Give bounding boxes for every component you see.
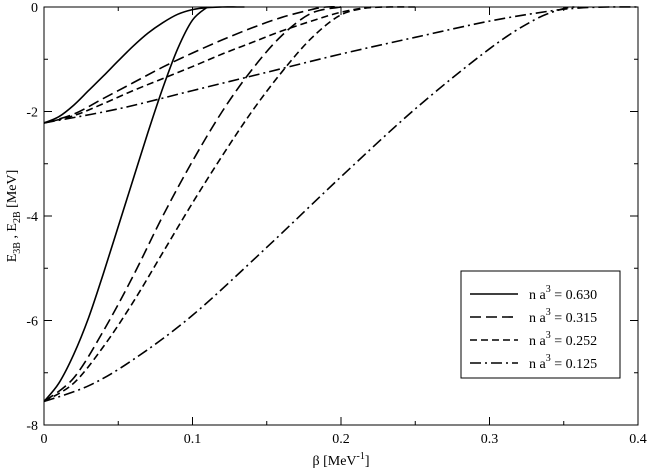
series-line-7 <box>43 6 639 124</box>
x-tick-label: 0 <box>41 432 48 447</box>
y-tick-label: -4 <box>26 210 38 225</box>
x-tick-label: 0.4 <box>629 432 647 447</box>
legend-label: n a3 = 0.630 <box>529 284 597 303</box>
legend-label: n a3 = 0.125 <box>529 353 597 372</box>
legend: n a3 = 0.630 n a3 = 0.315 n a3 = 0.252 n a3… <box>460 270 621 379</box>
series-line-6 <box>43 6 371 403</box>
y-tick-label: -2 <box>26 106 38 121</box>
series-lines <box>43 6 639 403</box>
series-line-5 <box>43 6 416 124</box>
y-tick-label: -8 <box>26 419 38 434</box>
x-axis-ticks: 0 0.1 0.2 0.3 0.4 <box>41 7 647 447</box>
x-axis-label: β [MeV-1] <box>312 451 369 469</box>
series-line-3 <box>43 6 342 124</box>
legend-label: n a3 = 0.252 <box>529 330 597 349</box>
legend-box <box>460 270 621 379</box>
y-tick-label: -6 <box>26 315 38 330</box>
y-axis-ticks: 0 -2 -4 -6 -8 <box>26 1 638 434</box>
series-line-2 <box>43 6 208 403</box>
series-line-1 <box>43 6 245 124</box>
y-axis-label: E3B , E2B [MeV] <box>5 170 23 263</box>
x-tick-label: 0.3 <box>481 432 499 447</box>
x-tick-label: 0.2 <box>332 432 350 447</box>
series-line-4 <box>43 6 342 403</box>
x-tick-label: 0.1 <box>184 432 202 447</box>
y-tick-label: 0 <box>31 1 38 16</box>
legend-label: n a3 = 0.315 <box>529 307 597 326</box>
